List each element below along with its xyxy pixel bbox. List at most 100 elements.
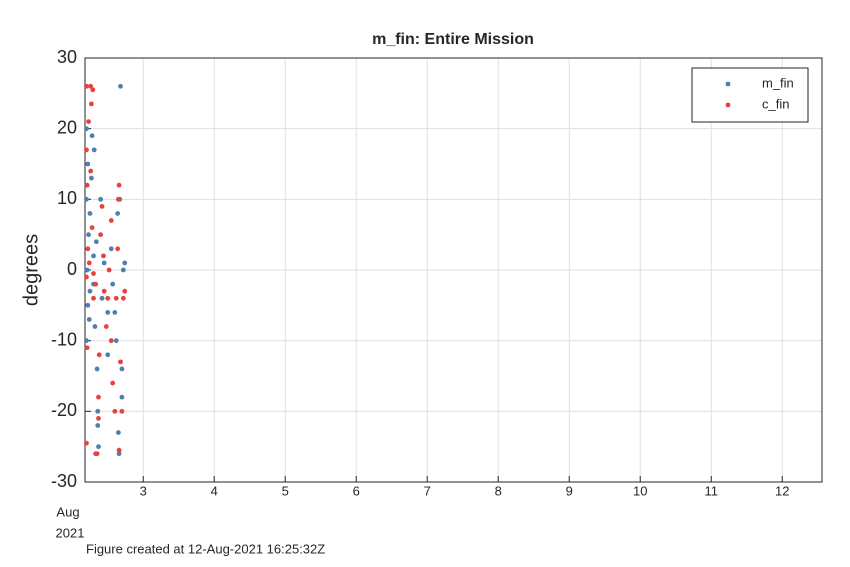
data-point [116, 447, 122, 453]
data-point [108, 338, 114, 344]
data-point [98, 196, 104, 202]
data-point [91, 295, 96, 301]
data-point [115, 246, 121, 252]
data-point [84, 338, 89, 344]
data-point [119, 408, 125, 414]
data-point [90, 87, 96, 93]
data-point [86, 317, 92, 322]
x-tick-label: 8 [495, 483, 502, 498]
data-point [86, 119, 91, 124]
data-point [85, 246, 91, 252]
data-point [85, 161, 91, 167]
data-point [89, 133, 95, 139]
data-point [115, 211, 121, 216]
x-tick-label: 6 [353, 483, 360, 498]
data-point [86, 260, 92, 266]
data-point [110, 281, 116, 287]
data-point [96, 352, 102, 358]
data-point [95, 423, 101, 428]
data-point [116, 182, 122, 188]
y-tick-label: -10 [51, 329, 77, 349]
data-point [98, 232, 104, 238]
data-point [118, 359, 123, 365]
x-tick-label: 3 [140, 483, 147, 498]
y-tick-label: 10 [57, 188, 77, 208]
data-point [88, 101, 94, 107]
data-point [101, 253, 106, 259]
y-tick-label: 0 [67, 259, 77, 279]
y-tick-label: -30 [51, 471, 77, 491]
data-point [89, 225, 95, 231]
data-point [120, 295, 126, 301]
data-point [119, 394, 125, 400]
data-point [106, 267, 112, 273]
data-point [99, 204, 105, 209]
x-tick-label: 9 [566, 483, 573, 498]
x-tick-label: 4 [211, 483, 218, 498]
y-tick-label: 30 [57, 47, 77, 67]
data-point [120, 267, 126, 273]
data-point [86, 232, 91, 238]
data-point [84, 83, 89, 89]
data-point [112, 408, 118, 414]
data-point [110, 380, 116, 386]
data-point [122, 288, 128, 294]
legend-label: c_fin [762, 96, 789, 111]
data-point [112, 310, 118, 315]
data-point [108, 218, 114, 223]
data-point [93, 451, 99, 457]
data-point [113, 295, 119, 301]
data-point [115, 430, 121, 435]
data-point [84, 440, 89, 446]
footnote: Figure created at 12-Aug-2021 16:25:32Z [86, 541, 325, 556]
y-tick-label: -20 [51, 400, 77, 420]
data-point [95, 408, 101, 414]
chart-title: m_fin: Entire Mission [372, 31, 534, 48]
x-tick-label: 10 [633, 483, 647, 498]
data-point [87, 211, 93, 216]
legend-marker [725, 102, 731, 108]
legend-label: m_fin [762, 75, 794, 90]
data-point [101, 288, 107, 294]
x-date-label: Aug [56, 504, 79, 519]
data-point [96, 444, 101, 450]
data-point [108, 246, 114, 252]
data-point [93, 281, 99, 287]
data-point [105, 295, 111, 301]
data-point [84, 267, 90, 273]
x-tick-label: 12 [775, 483, 789, 498]
data-point [84, 126, 89, 132]
data-point [99, 295, 105, 301]
data-point [96, 394, 101, 400]
data-point [91, 271, 96, 276]
data-point [85, 302, 91, 308]
data-point [118, 83, 123, 89]
data-point [113, 338, 119, 344]
data-point [119, 366, 125, 372]
data-point [84, 345, 90, 351]
data-point [103, 324, 109, 329]
y-tick-label: 20 [57, 117, 77, 137]
data-point [91, 147, 97, 153]
data-point [88, 168, 94, 174]
data-point [84, 274, 89, 280]
x-tick-label: 11 [704, 483, 718, 498]
data-point [88, 175, 94, 181]
y-axis-label: degrees [20, 234, 42, 306]
data-point [105, 352, 111, 358]
data-point [96, 416, 101, 421]
data-point [116, 451, 122, 457]
data-point [84, 182, 90, 188]
data-point [93, 239, 99, 245]
legend-box [691, 67, 809, 123]
data-point [91, 253, 96, 259]
data-point [94, 366, 100, 372]
x-date-label: 2021 [56, 525, 85, 540]
legend-marker [725, 81, 731, 87]
data-point [84, 147, 89, 153]
data-point [105, 310, 111, 315]
data-point [87, 288, 93, 294]
data-point [115, 196, 121, 202]
data-point [92, 324, 98, 329]
